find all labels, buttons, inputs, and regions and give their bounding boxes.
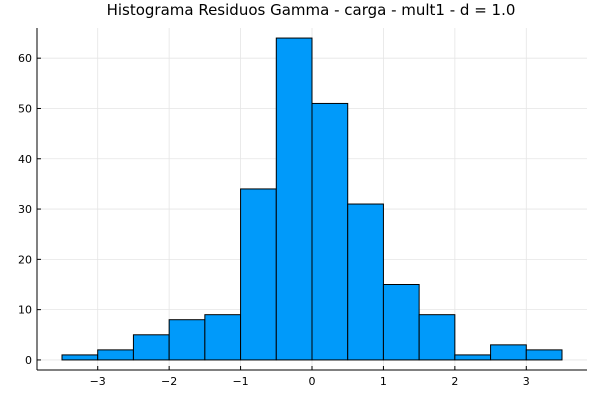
histogram-bar [525, 349, 563, 361]
histogram-bar [347, 203, 384, 361]
bars [61, 37, 563, 361]
y-tick-label: 50 [18, 102, 32, 115]
histogram-bar [275, 37, 313, 361]
chart-title: Histograma Residuos Gamma - carga - mult… [107, 1, 516, 19]
x-tick-label: 0 [309, 375, 316, 388]
y-tick-label: 0 [25, 354, 32, 367]
histogram-bar [311, 102, 349, 361]
histogram-bar [204, 314, 242, 361]
x-tick-label: 2 [451, 375, 458, 388]
histogram-bar [132, 334, 170, 361]
histogram-bar [418, 314, 456, 361]
histogram-bar [97, 349, 134, 361]
x-tick-labels: −3 −2 −1 0 1 2 3 [90, 375, 530, 388]
histogram-bar [168, 319, 206, 361]
axes [36, 28, 587, 371]
histogram-bar [382, 284, 420, 361]
x-tick-label: −3 [90, 375, 106, 388]
histogram-bar [454, 354, 492, 361]
histogram-bar [240, 188, 277, 361]
y-tick-label: 60 [18, 52, 32, 65]
x-tick-label: 3 [523, 375, 530, 388]
histogram-bar [61, 354, 99, 361]
x-tick-label: −2 [161, 375, 177, 388]
x-tick-label: −1 [232, 375, 248, 388]
x-tick-label: 1 [380, 375, 387, 388]
y-tick-label: 10 [18, 304, 32, 317]
y-tick-label: 20 [18, 253, 32, 266]
y-tick-labels: 0 10 20 30 40 50 60 [18, 52, 32, 367]
y-tick-label: 30 [18, 203, 32, 216]
y-tick-label: 40 [18, 153, 32, 166]
histogram-bar [490, 344, 527, 361]
